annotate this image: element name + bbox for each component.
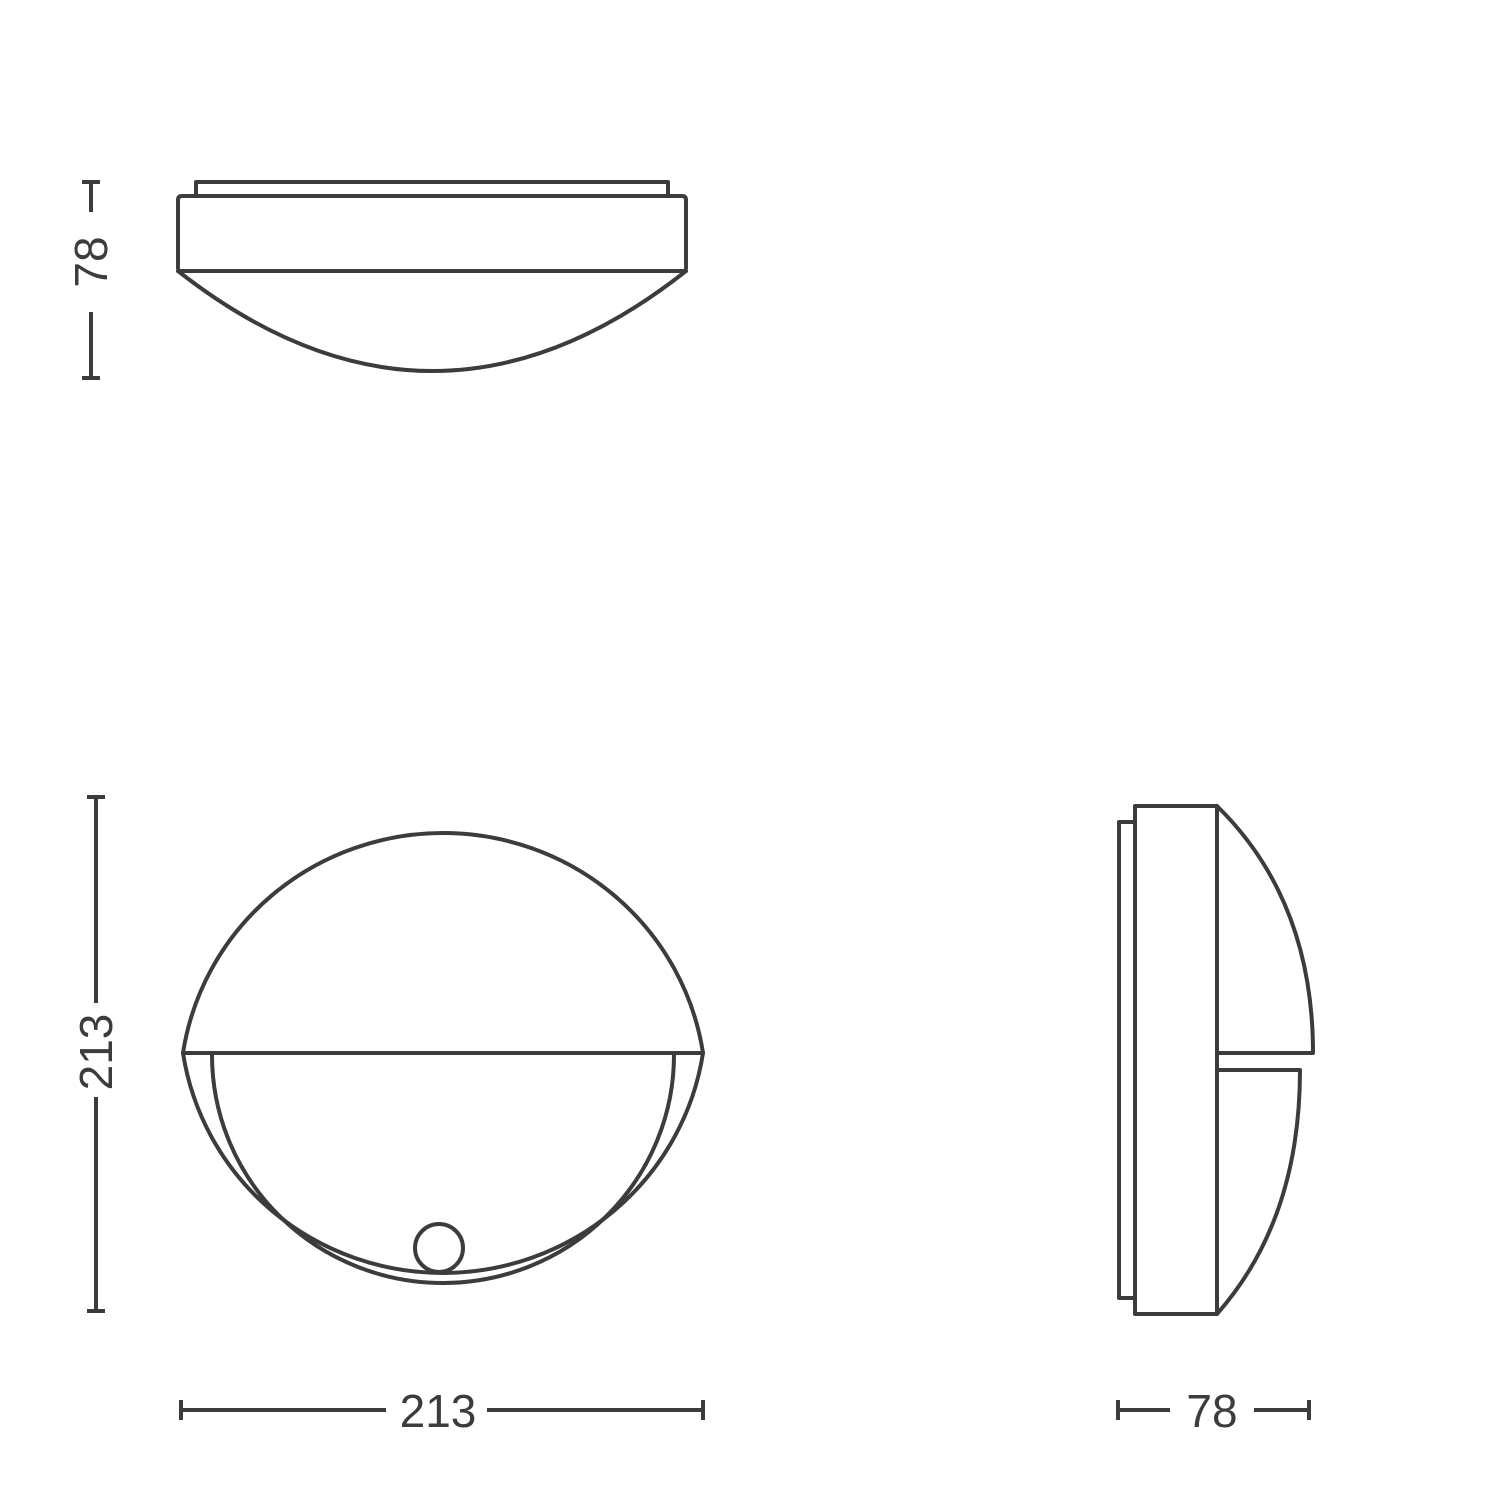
side-view-depth-dimension: 78 — [1116, 1385, 1311, 1437]
side-view — [1117, 804, 1315, 1316]
front-view-height-dimension: 213 — [70, 795, 122, 1313]
front-view — [181, 831, 705, 1285]
front-view-inner-lens — [210, 1053, 676, 1285]
front-view-upper-disc — [181, 831, 705, 1055]
top-view-lens — [176, 269, 688, 373]
side-view-body — [1133, 804, 1219, 1316]
dimension-label: 78 — [65, 236, 117, 287]
dimension-label: 213 — [400, 1385, 477, 1437]
dimension-label: 213 — [70, 1014, 122, 1091]
front-view-outer-lower-arc — [181, 1051, 705, 1275]
side-view-visor — [1215, 804, 1315, 1055]
side-view-mounting-plate — [1117, 820, 1137, 1300]
front-view-width-dimension: 213 — [179, 1385, 705, 1437]
top-view — [176, 180, 688, 373]
top-view-body — [176, 194, 688, 270]
dimension-label: 78 — [1186, 1385, 1237, 1437]
side-view-lens — [1215, 1068, 1302, 1316]
motion-sensor — [413, 1222, 465, 1274]
top-view-rim — [194, 180, 670, 198]
top-view-height-dimension: 78 — [65, 180, 117, 380]
